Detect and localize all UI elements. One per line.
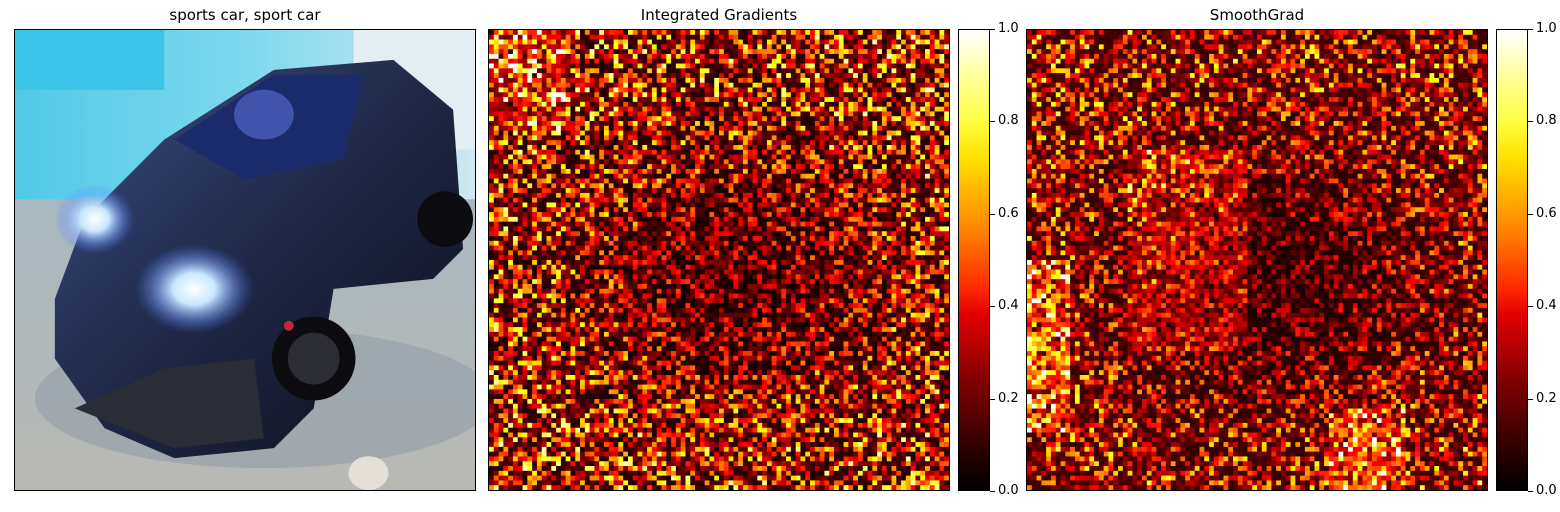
colorbar-tick-label: 0.0: [998, 483, 1019, 498]
colorbar-tick: [990, 121, 995, 122]
colorbar-tick-label: 0.6: [1536, 206, 1557, 221]
integrated-gradients-heatmap: [488, 29, 950, 491]
colorbar-tick-label: 1.0: [1536, 21, 1557, 36]
colorbar-tick: [990, 214, 995, 215]
smoothgrad-heatmap: [1026, 29, 1488, 491]
smoothgrad-colorbar: [1496, 29, 1528, 491]
integrated-gradients-colorbar: [958, 29, 990, 491]
colorbar-tick: [990, 399, 995, 400]
colorbar-tick-label: 1.0: [998, 21, 1019, 36]
colorbar-tick: [990, 491, 995, 492]
input-image: [14, 29, 476, 491]
colorbar-tick-label: 0.0: [1536, 483, 1557, 498]
panel-title-smoothgrad: SmoothGrad: [1209, 6, 1305, 24]
colorbar-tick: [1528, 29, 1533, 30]
colorbar-tick: [990, 29, 995, 30]
colorbar-tick-label: 0.2: [998, 391, 1019, 406]
colorbar-tick-label: 0.8: [1536, 113, 1557, 128]
colorbar-tick: [1528, 214, 1533, 215]
colorbar-tick-label: 0.6: [998, 206, 1019, 221]
panel-title-input: sports car, sport car: [169, 6, 321, 24]
colorbar-tick-label: 0.8: [998, 113, 1019, 128]
colorbar-tick: [990, 306, 995, 307]
colorbar-tick: [1528, 121, 1533, 122]
colorbar-tick: [1528, 491, 1533, 492]
colorbar-tick-label: 0.2: [1536, 391, 1557, 406]
colorbar-tick: [1528, 306, 1533, 307]
colorbar-tick: [1528, 399, 1533, 400]
colorbar-tick-label: 0.4: [1536, 298, 1557, 313]
colorbar-tick-label: 0.4: [998, 298, 1019, 313]
panel-title-integrated-gradients: Integrated Gradients: [640, 6, 798, 24]
